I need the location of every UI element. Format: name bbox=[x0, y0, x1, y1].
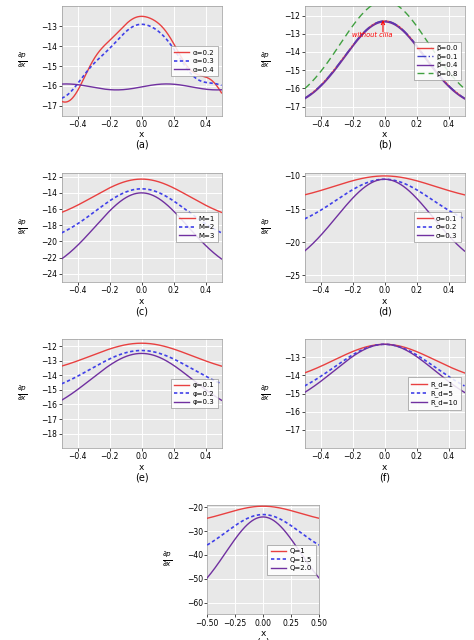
Legend: σ=0.1, σ=0.2, σ=0.3: σ=0.1, σ=0.2, σ=0.3 bbox=[414, 212, 461, 242]
Text: (f): (f) bbox=[379, 472, 390, 483]
Legend: Q=1, Q=1.5, Q=2.0: Q=1, Q=1.5, Q=2.0 bbox=[267, 545, 316, 575]
Legend: M=1, M=2, M=3: M=1, M=2, M=3 bbox=[176, 212, 218, 242]
Text: without cilia: without cilia bbox=[352, 33, 392, 38]
Legend: β=0.0, β=0.1, β=0.4, β=0.8: β=0.0, β=0.1, β=0.4, β=0.8 bbox=[414, 42, 461, 80]
Y-axis label: $\frac{\partial p}{\partial x}$: $\frac{\partial p}{\partial x}$ bbox=[17, 52, 27, 70]
Y-axis label: $\frac{\partial p}{\partial x}$: $\frac{\partial p}{\partial x}$ bbox=[260, 384, 270, 403]
Text: (e): (e) bbox=[135, 472, 148, 483]
Text: (b): (b) bbox=[378, 140, 392, 150]
Y-axis label: $\frac{\partial p}{\partial x}$: $\frac{\partial p}{\partial x}$ bbox=[260, 218, 270, 237]
Y-axis label: $\frac{\partial p}{\partial x}$: $\frac{\partial p}{\partial x}$ bbox=[260, 52, 270, 70]
Text: (c): (c) bbox=[135, 306, 148, 316]
X-axis label: x: x bbox=[139, 131, 144, 140]
X-axis label: x: x bbox=[260, 629, 266, 638]
Y-axis label: $\frac{\partial p}{\partial x}$: $\frac{\partial p}{\partial x}$ bbox=[17, 384, 27, 403]
X-axis label: x: x bbox=[382, 296, 387, 305]
Text: (g): (g) bbox=[256, 639, 270, 640]
Y-axis label: $\frac{\partial p}{\partial x}$: $\frac{\partial p}{\partial x}$ bbox=[162, 550, 173, 569]
Legend: φ=0.1, φ=0.2, φ=0.3: φ=0.1, φ=0.2, φ=0.3 bbox=[171, 379, 218, 408]
Y-axis label: $\frac{\partial p}{\partial x}$: $\frac{\partial p}{\partial x}$ bbox=[17, 218, 27, 237]
Legend: R_d=1, R_d=5, R_d=10: R_d=1, R_d=5, R_d=10 bbox=[408, 378, 461, 410]
X-axis label: x: x bbox=[382, 131, 387, 140]
X-axis label: x: x bbox=[139, 296, 144, 305]
Text: (d): (d) bbox=[378, 306, 392, 316]
X-axis label: x: x bbox=[139, 463, 144, 472]
Text: (a): (a) bbox=[135, 140, 148, 150]
X-axis label: x: x bbox=[382, 463, 387, 472]
Legend: α=0.2, α=0.3, α=0.4: α=0.2, α=0.3, α=0.4 bbox=[171, 46, 218, 76]
